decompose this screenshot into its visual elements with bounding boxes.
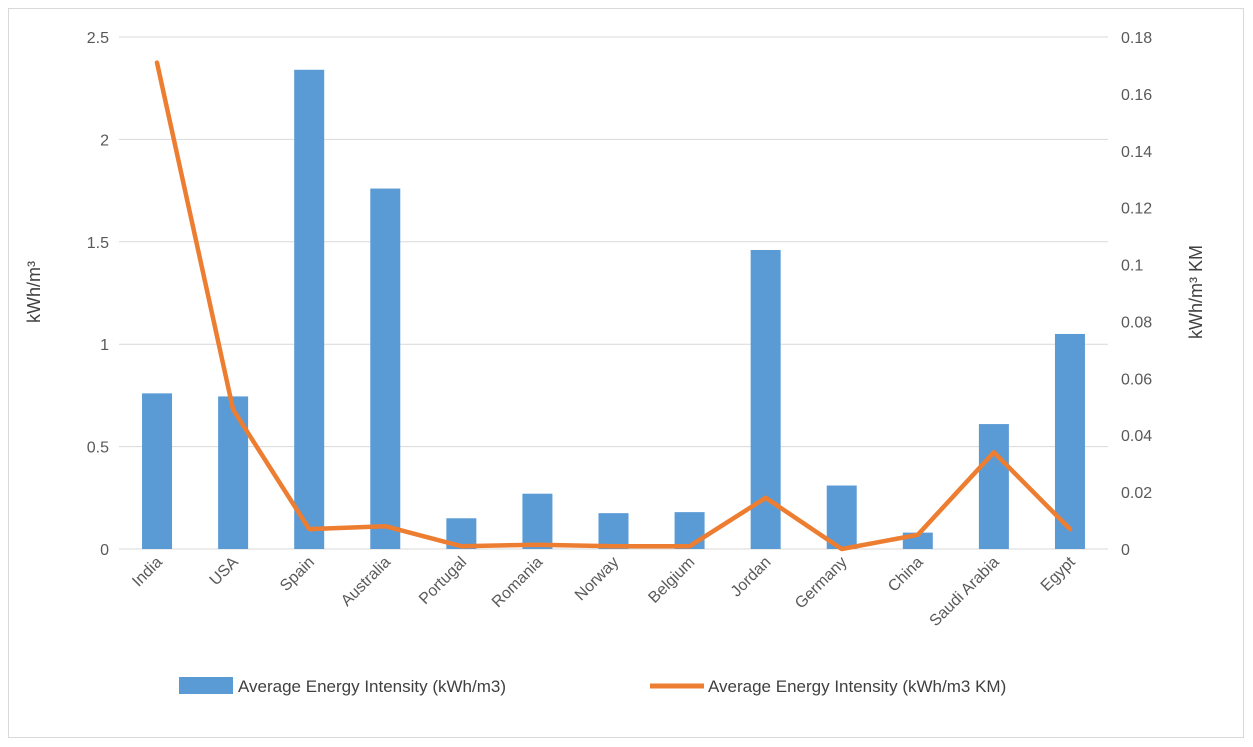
y-tick-label: 1.5 <box>87 235 109 252</box>
legend: Average Energy Intensity (kWh/m3) Averag… <box>179 677 1006 696</box>
x-tick-label: Germany <box>792 554 851 613</box>
y-tick-label: 2 <box>100 132 109 149</box>
line-path <box>154 60 1073 552</box>
x-tick-label: Portugal <box>416 554 470 608</box>
y2-axis-title: kWh/m³ KM <box>1186 245 1206 339</box>
bar-saudi-arabia <box>978 424 1009 549</box>
y2-tick-label: 0.12 <box>1121 201 1152 218</box>
x-axis: India USA Spain Australia Portugal Romania Nor… <box>129 553 1079 630</box>
legend-label-bar: Average Energy Intensity (kWh/m3) <box>238 677 506 696</box>
y2-tick-label: 0.16 <box>1121 87 1152 104</box>
chart-frame <box>8 8 1244 738</box>
bar-belgium <box>674 512 705 549</box>
y2-tick-label: 0.14 <box>1121 144 1152 161</box>
y-tick-label: 1 <box>100 337 109 354</box>
y-tick-label: 0.5 <box>87 440 109 457</box>
x-tick-label: Jordan <box>728 554 775 601</box>
y-tick-label: 2.5 <box>87 30 109 47</box>
bar-germany <box>826 485 857 549</box>
y2-tick-label: 0.1 <box>1121 258 1143 275</box>
bar-romania <box>522 493 553 549</box>
y-axis-right: 0 0.02 0.04 0.06 0.08 0.1 0.12 0.14 0.16 0.18 <box>1121 30 1152 559</box>
line-series <box>154 60 1073 552</box>
x-tick-label: India <box>129 554 166 591</box>
y2-tick-label: 0 <box>1121 542 1130 559</box>
y2-tick-label: 0.06 <box>1121 371 1152 388</box>
x-tick-label: Australia <box>338 554 394 610</box>
y2-tick-label: 0.18 <box>1121 30 1152 47</box>
x-tick-label: Belgium <box>646 554 699 607</box>
x-tick-label: China <box>885 554 927 596</box>
bar-norway <box>598 513 629 549</box>
x-tick-label: Egypt <box>1038 553 1079 594</box>
legend-label-line: Average Energy Intensity (kWh/m3 KM) <box>708 677 1006 696</box>
legend-swatch-bar <box>179 677 233 694</box>
y2-tick-label: 0.04 <box>1121 428 1152 445</box>
x-tick-label: USA <box>207 554 243 590</box>
y-axis-left: 0 0.5 1 1.5 2 2.5 <box>87 30 109 559</box>
x-tick-label: Spain <box>277 554 318 595</box>
bar-usa <box>218 396 249 549</box>
y-tick-label: 0 <box>100 542 109 559</box>
x-tick-label: Romania <box>489 554 546 611</box>
y-axis-title: kWh/m³ <box>24 261 44 323</box>
bar-india <box>142 393 173 549</box>
bar-australia <box>370 188 401 549</box>
bar-egypt <box>1054 333 1085 549</box>
bar-spain <box>294 69 325 549</box>
y2-tick-label: 0.02 <box>1121 485 1152 502</box>
x-tick-label: Saudi Arabia <box>927 554 1003 630</box>
y2-tick-label: 0.08 <box>1121 314 1152 331</box>
x-tick-label: Norway <box>572 554 622 604</box>
gridlines <box>119 36 1108 550</box>
bar-series <box>142 69 1085 549</box>
